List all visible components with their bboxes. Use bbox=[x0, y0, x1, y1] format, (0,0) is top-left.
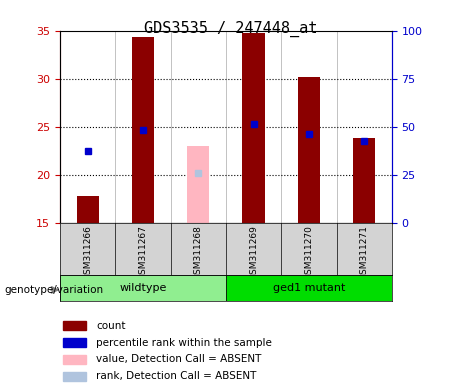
Text: GSM311268: GSM311268 bbox=[194, 225, 203, 280]
Bar bbox=[63, 321, 87, 330]
Text: GSM311266: GSM311266 bbox=[83, 225, 92, 280]
Bar bbox=[60, 275, 226, 301]
Bar bbox=[77, 196, 99, 223]
Text: count: count bbox=[96, 321, 126, 331]
Bar bbox=[242, 33, 265, 223]
Bar bbox=[63, 355, 87, 364]
Text: value, Detection Call = ABSENT: value, Detection Call = ABSENT bbox=[96, 354, 262, 364]
Text: wildtype: wildtype bbox=[119, 283, 166, 293]
Text: GSM311270: GSM311270 bbox=[304, 225, 313, 280]
Bar bbox=[132, 38, 154, 223]
Text: GSM311267: GSM311267 bbox=[138, 225, 148, 280]
Bar bbox=[226, 275, 392, 301]
Bar bbox=[187, 146, 209, 223]
Text: rank, Detection Call = ABSENT: rank, Detection Call = ABSENT bbox=[96, 371, 257, 381]
Text: percentile rank within the sample: percentile rank within the sample bbox=[96, 338, 272, 348]
Bar bbox=[353, 138, 375, 223]
Bar bbox=[63, 338, 87, 347]
Text: GSM311271: GSM311271 bbox=[360, 225, 369, 280]
Bar bbox=[63, 372, 87, 381]
Text: genotype/variation: genotype/variation bbox=[5, 285, 104, 295]
Bar bbox=[298, 77, 320, 223]
Text: GDS3535 / 247448_at: GDS3535 / 247448_at bbox=[144, 21, 317, 37]
Text: ged1 mutant: ged1 mutant bbox=[273, 283, 345, 293]
Text: GSM311269: GSM311269 bbox=[249, 225, 258, 280]
